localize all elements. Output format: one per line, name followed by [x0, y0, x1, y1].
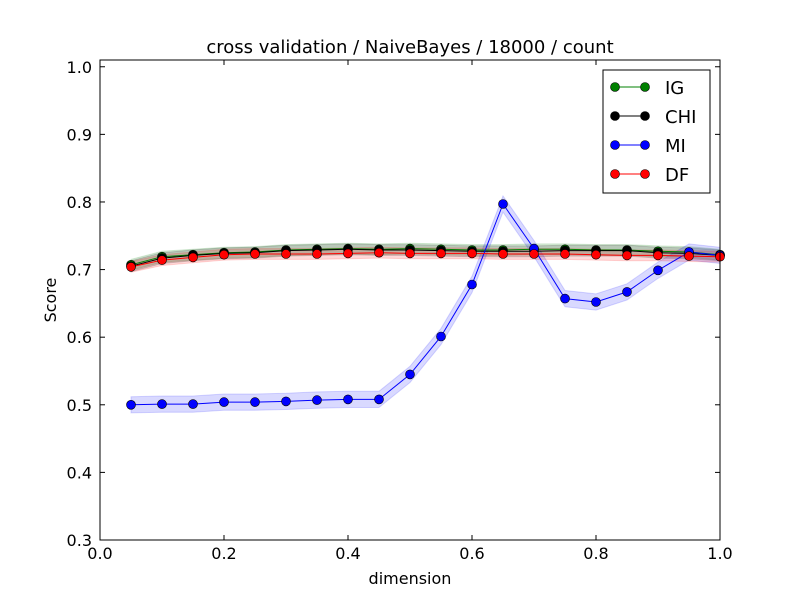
point-df [250, 249, 260, 259]
point-df [343, 248, 353, 259]
legend-label-chi: CHI [665, 107, 696, 128]
legend-marker-df [610, 169, 620, 179]
point-df [281, 249, 291, 259]
point-df [560, 249, 570, 259]
chart-title: cross validation / NaiveBayes / 18000 / … [206, 37, 613, 58]
legend-box [602, 69, 711, 194]
point-df [622, 250, 632, 261]
y-tick-label: 0.9 [67, 125, 92, 144]
point-df [529, 249, 539, 259]
point-mi [157, 399, 167, 409]
point-df [684, 251, 694, 261]
y-tick-label: 0.3 [67, 531, 92, 550]
legend: IG CHI MI DF [602, 69, 711, 194]
point-mi [219, 397, 229, 407]
point-df [591, 249, 601, 260]
point-df [126, 262, 136, 272]
point-mi [436, 331, 446, 342]
series-markers [126, 199, 725, 410]
y-tick-label: 0.4 [67, 463, 92, 482]
legend-marker-ig [640, 82, 650, 92]
legend-marker-mi [640, 140, 650, 150]
plot-frame [99, 59, 721, 541]
point-df [219, 249, 229, 260]
point-df [405, 248, 415, 259]
point-mi [622, 287, 632, 297]
legend-marker-chi [610, 111, 620, 121]
legend-label-ig: IG [665, 78, 684, 99]
point-df [157, 255, 167, 265]
point-df [188, 252, 198, 263]
point-mi [188, 399, 198, 409]
point-df [436, 248, 446, 259]
point-mi [498, 199, 508, 209]
point-mi [405, 369, 415, 380]
point-mi [250, 397, 260, 407]
point-mi [560, 293, 570, 304]
line-chi [130, 248, 721, 267]
point-df [374, 247, 384, 258]
legend-marker-mi [610, 140, 620, 150]
y-tick-label: 0.8 [67, 193, 92, 212]
line-ig [130, 248, 721, 266]
y-tick-label: 1.0 [67, 58, 92, 77]
point-mi [591, 297, 601, 307]
y-tick-label: 0.6 [67, 328, 92, 347]
x-tick-label: 1.0 [707, 544, 732, 563]
point-df [498, 249, 508, 259]
point-df [653, 250, 663, 261]
line-mi [130, 202, 721, 406]
y-axis-title: Score [41, 278, 60, 323]
band-mi [130, 194, 721, 414]
x-tick-label: 0.8 [583, 544, 608, 563]
x-tick-label: 0.6 [459, 544, 484, 563]
error-bands [130, 194, 721, 414]
series-lines [130, 202, 721, 406]
legend-marker-df [640, 169, 650, 179]
point-df [467, 248, 477, 259]
point-mi [312, 395, 322, 405]
point-mi [126, 399, 136, 410]
point-mi [467, 279, 477, 290]
y-tick-label: 0.5 [67, 396, 92, 415]
legend-label-df: DF [665, 165, 689, 186]
axis-ticks: 0.0 0.2 0.4 0.6 0.8 1.0 0.3 0.4 0.5 0.6 0.7 0.8 0.9 1… [67, 58, 733, 563]
x-tick-label: 0.0 [87, 544, 112, 563]
point-df [312, 249, 322, 259]
x-axis-title: dimension [369, 569, 452, 588]
point-mi [281, 396, 291, 407]
x-tick-label: 0.4 [335, 544, 360, 563]
legend-marker-ig [610, 82, 620, 92]
point-mi [653, 265, 663, 276]
point-mi [343, 394, 353, 405]
legend-label-mi: MI [665, 136, 686, 157]
line-df [130, 252, 721, 268]
point-mi [374, 394, 384, 405]
legend-marker-chi [640, 111, 650, 121]
y-tick-label: 0.7 [67, 261, 92, 280]
x-tick-label: 0.2 [211, 544, 236, 563]
